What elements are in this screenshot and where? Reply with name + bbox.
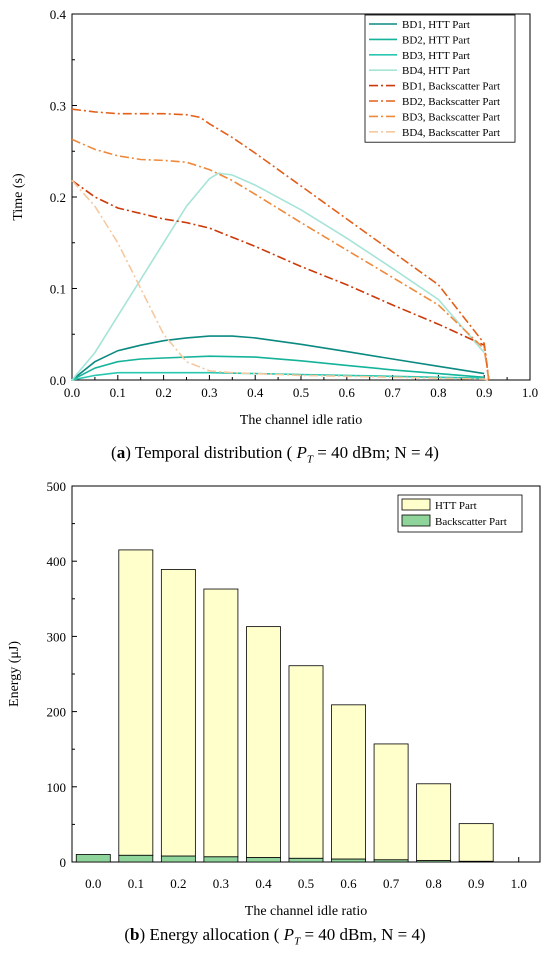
chart-a-x-tick-label: 0.8	[430, 385, 446, 400]
chart-b-y-tick-label: 400	[47, 554, 67, 569]
chart-b-x-tick-label: 0.2	[170, 876, 186, 891]
chart-a-legend-label: BD3, HTT Part	[402, 50, 470, 62]
caption-a-letter: a	[116, 443, 126, 462]
chart-b-bar-backscatter	[75, 854, 111, 863]
chart-b-x-tick-label: 0.6	[340, 876, 357, 891]
caption-a-text: Temporal distribution (	[130, 443, 293, 462]
chart-b-x-tick-label: 0.5	[298, 876, 314, 891]
chart-b-bar-htt	[458, 823, 494, 862]
chart-b-x-tick-label: 0.3	[213, 876, 229, 891]
chart-a-x-tick-label: 0.1	[110, 385, 126, 400]
chart-b-bar-htt	[288, 665, 324, 859]
chart-b-bar-backscatter	[288, 857, 324, 863]
chart-b-legend-swatch	[401, 514, 431, 527]
chart-a-legend-label: BD2, Backscatter Part	[402, 96, 500, 108]
chart-a-y-tick-label: 0.0	[50, 373, 66, 388]
chart-a-y-tick-label: 0.2	[50, 190, 66, 205]
chart-a-y-tick-label: 0.4	[50, 7, 67, 22]
chart-b-x-tick-label: 0.8	[426, 876, 442, 891]
chart-a-y-tick-label: 0.1	[50, 282, 66, 297]
caption-b-text-end: = 40 dBm, N = 4)	[300, 925, 426, 944]
chart-a-x-tick-label: 0.3	[201, 385, 217, 400]
chart-a-x-tick-label: 0.4	[247, 385, 264, 400]
chart-a-series-line-1	[71, 335, 485, 381]
caption-a: (a) Temporal distribution ( PT = 40 dBm;…	[111, 443, 439, 466]
chart-b-bar-htt	[118, 549, 154, 856]
chart-b-y-tick-label: 200	[47, 705, 67, 720]
chart-b-legend-label: HTT Part	[435, 500, 477, 512]
chart-b-bar-htt	[203, 588, 239, 858]
chart-b-bar-backscatter	[203, 856, 239, 863]
chart-b-y-tick-label: 300	[47, 629, 67, 644]
chart-b-y-label: Energy (μJ)	[7, 641, 22, 707]
chart-a-series-line-2	[71, 355, 485, 381]
chart-b-x-tick-label: 0.4	[255, 876, 272, 891]
chart-a-legend-label: BD4, Backscatter Part	[402, 127, 500, 139]
chart-a-x-tick-label: 0.2	[155, 385, 171, 400]
chart-a-series-line-8	[71, 179, 489, 381]
chart-a-legend-label: BD4, HTT Part	[402, 65, 470, 77]
chart-b-legend-label: Backscatter Part	[435, 516, 507, 528]
chart-a-x-tick-label: 0.7	[384, 385, 401, 400]
chart-a-legend	[364, 14, 516, 143]
chart-b-x-tick-label: 0.9	[468, 876, 484, 891]
chart-a-x-tick-label: 0.0	[64, 385, 80, 400]
caption-a-symbol: PT	[296, 443, 314, 466]
chart-b-y-tick-label: 500	[47, 479, 67, 494]
chart-b-bar-htt	[160, 569, 196, 857]
chart-a-legend-label: BD1, HTT Part	[402, 19, 470, 31]
chart-a-x-tick-label: 1.0	[522, 385, 538, 400]
chart-b-bar-backscatter	[331, 858, 366, 863]
caption-b-letter: b	[130, 925, 140, 944]
chart-b-x-tick-label: 0.1	[128, 876, 144, 891]
caption-a-text-end: = 40 dBm; N = 4)	[313, 443, 439, 462]
chart-b-y-tick-label: 0	[60, 855, 67, 870]
chart-a-x-label: The channel idle ratio	[240, 413, 362, 428]
chart-a-series-line-6	[71, 108, 490, 381]
chart-b-bar-htt	[331, 704, 366, 860]
chart-b-bar-backscatter	[118, 854, 154, 863]
chart-a-series-line-7	[71, 138, 490, 381]
chart-b-x-tick-label: 1.0	[511, 876, 527, 891]
chart-b-y-tick-label: 100	[47, 780, 67, 795]
chart-a-legend-label: BD2, HTT Part	[402, 34, 470, 46]
chart-a-legend-label: BD3, Backscatter Part	[402, 111, 500, 123]
chart-b-bar-htt	[373, 743, 409, 861]
chart-b-x-label: The channel idle ratio	[245, 904, 367, 919]
chart-a-x-tick-label: 0.5	[293, 385, 309, 400]
chart-a-legend-label: BD1, Backscatter Part	[402, 81, 500, 93]
chart-b-bar-htt	[416, 783, 452, 861]
chart-a-series-line-5	[71, 179, 490, 381]
chart-a-series-line-4	[71, 172, 485, 381]
chart-b-x-tick-label: 0.0	[85, 876, 101, 891]
chart-a-y-tick-label: 0.3	[50, 99, 66, 114]
caption-b-symbol: PT	[283, 925, 301, 948]
chart-a-x-tick-label: 0.9	[476, 385, 492, 400]
chart-a-y-label: Time (s)	[11, 173, 26, 221]
caption-b: (b) Energy allocation ( PT = 40 dBm, N =…	[124, 925, 426, 948]
chart-b-bar-backscatter	[160, 855, 196, 863]
chart-b-bar-htt	[246, 626, 281, 858]
caption-b-text: Energy allocation (	[145, 925, 280, 944]
chart-b-x-tick-label: 0.7	[383, 876, 400, 891]
chart-b-bar-backscatter	[246, 857, 281, 863]
chart-b-legend-swatch	[401, 498, 431, 511]
chart-a-x-tick-label: 0.6	[339, 385, 356, 400]
